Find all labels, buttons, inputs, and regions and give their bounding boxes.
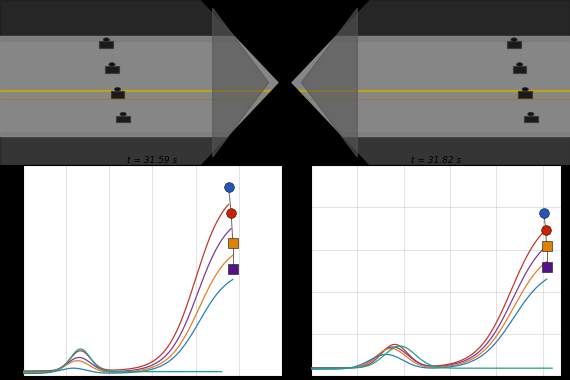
Bar [116, 116, 130, 122]
Bar [111, 91, 124, 98]
Circle shape [511, 38, 517, 41]
Title: t = 31.82 s: t = 31.82 s [411, 155, 461, 165]
Polygon shape [302, 8, 357, 157]
Polygon shape [0, 0, 280, 41]
Bar [507, 41, 521, 48]
Circle shape [115, 87, 121, 91]
Circle shape [120, 112, 127, 116]
Polygon shape [290, 0, 570, 41]
Polygon shape [202, 0, 280, 165]
Polygon shape [0, 132, 280, 165]
Polygon shape [213, 8, 268, 157]
Bar [105, 66, 119, 73]
Title: t = 31.59 s: t = 31.59 s [127, 155, 178, 165]
Circle shape [528, 112, 534, 116]
Bar [518, 91, 532, 98]
Polygon shape [0, 36, 280, 136]
Polygon shape [290, 0, 368, 165]
Bar [100, 41, 113, 48]
Circle shape [516, 63, 523, 66]
Circle shape [522, 87, 528, 91]
Circle shape [109, 63, 115, 66]
Circle shape [103, 38, 109, 41]
Polygon shape [290, 132, 570, 165]
Bar [524, 116, 538, 122]
Polygon shape [290, 36, 570, 136]
Bar [513, 66, 527, 73]
